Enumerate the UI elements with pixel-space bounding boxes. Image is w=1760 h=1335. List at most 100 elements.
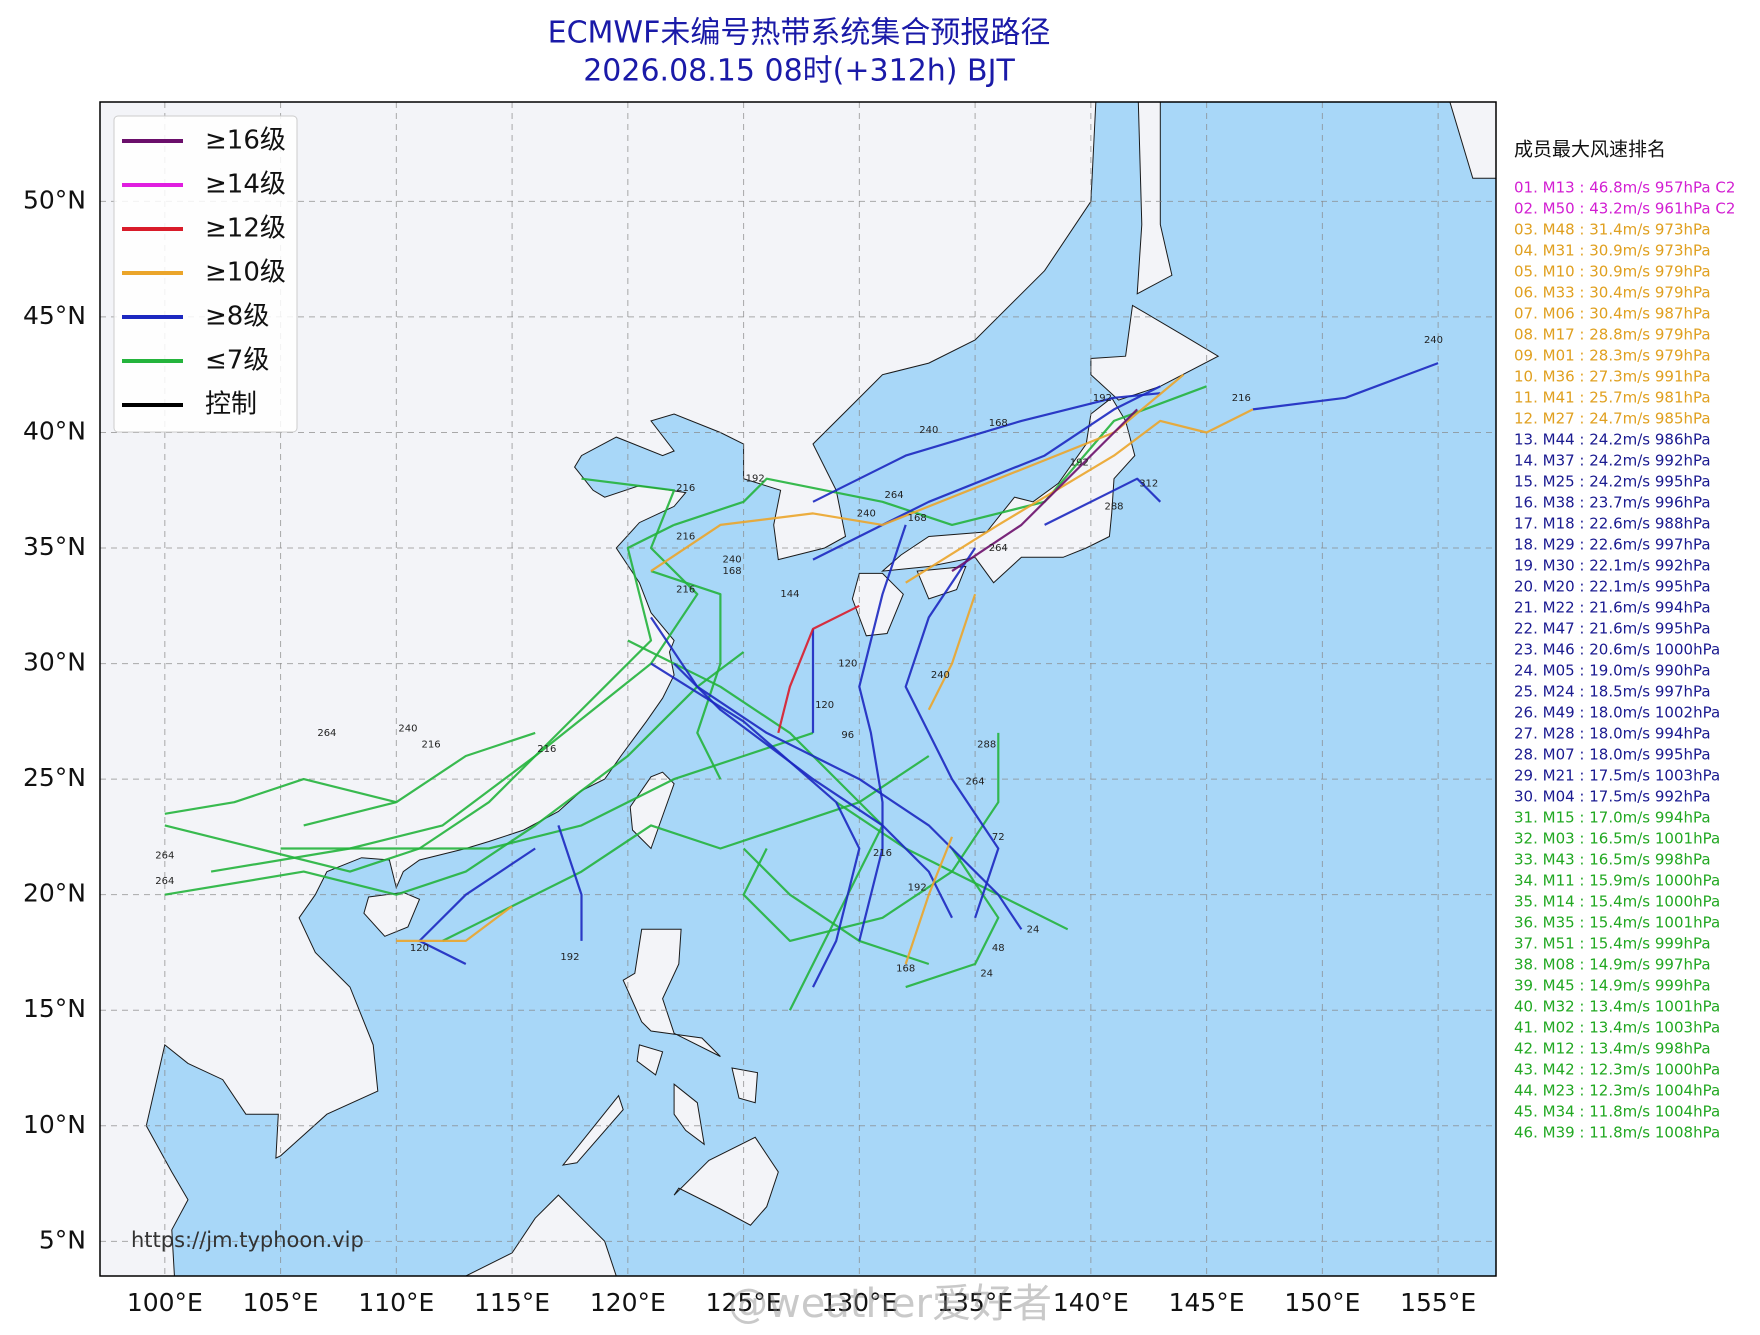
ranking-entry: 01. M13 : 46.8m/s 957hPa C2 — [1514, 179, 1735, 197]
ranking-entry: 45. M34 : 11.8m/s 1004hPa — [1514, 1103, 1720, 1121]
watermark: @weather爱好者 — [728, 1281, 1052, 1327]
grid — [100, 102, 1496, 1276]
time-label: 24 — [1027, 924, 1040, 935]
time-label: 312 — [1139, 478, 1158, 489]
track — [650, 570, 722, 780]
lon-tick-label: 110°E — [358, 1288, 434, 1317]
landmass — [100, 102, 1097, 1276]
time-label: 192 — [908, 883, 927, 894]
time-label: 264 — [885, 490, 904, 501]
lon-tick-label: 115°E — [474, 1288, 550, 1317]
ranking-entry: 02. M50 : 43.2m/s 961hPa C2 — [1514, 200, 1735, 218]
time-label: 216 — [676, 531, 695, 542]
landmass — [673, 1136, 779, 1226]
landmass — [622, 928, 721, 1057]
track — [927, 593, 977, 711]
time-label: 24 — [980, 968, 993, 979]
map-frame — [99, 101, 1497, 1277]
landmass — [636, 1044, 664, 1076]
time-label: 240 — [1424, 335, 1443, 346]
ranking-entry: 24. M05 : 19.0m/s 990hPa — [1514, 662, 1711, 680]
time-label: 264 — [989, 543, 1008, 554]
ranking-entry: 13. M44 : 24.2m/s 986hPa — [1514, 431, 1711, 449]
ranking-entry: 33. M43 : 16.5m/s 998hPa — [1514, 851, 1711, 869]
land — [100, 102, 1496, 1276]
track — [812, 392, 1161, 503]
time-label: 264 — [155, 850, 174, 861]
ranking-entry: 42. M12 : 13.4m/s 998hPa — [1514, 1040, 1711, 1058]
ranking-entry: 40. M32 : 13.4m/s 1001hPa — [1514, 998, 1720, 1016]
ranking-entry: 26. M49 : 18.0m/s 1002hPa — [1514, 704, 1720, 722]
landmass — [673, 1083, 705, 1146]
track — [164, 651, 745, 896]
ranking-entry: 09. M01 : 28.3m/s 979hPa — [1514, 347, 1711, 365]
ranking-entry: 29. M21 : 17.5m/s 1003hPa — [1514, 767, 1720, 785]
track — [164, 777, 397, 815]
lat-tick-label: 40°N — [23, 416, 86, 445]
axis-labels: 100°E 105°E 110°E 115°E 120°E 125°E 130°E 135°E… — [23, 185, 1476, 1317]
legend-label: 控制 — [205, 390, 257, 420]
ranking-entry: 37. M51 : 15.4m/s 999hPa — [1514, 935, 1711, 953]
landmass — [916, 565, 967, 600]
legend-label: ≥14级 — [205, 170, 286, 200]
ranking-entry: 21. M22 : 21.6m/s 994hPa — [1514, 599, 1711, 617]
time-label: 264 — [317, 728, 336, 739]
ranking-entry: 39. M45 : 14.9m/s 999hPa — [1514, 977, 1711, 995]
lon-tick-label: 135°E — [937, 1288, 1013, 1317]
ranking-entry: 35. M14 : 15.4m/s 1000hPa — [1514, 893, 1720, 911]
track — [1252, 362, 1439, 411]
lat-tick-label: 25°N — [23, 763, 86, 792]
ranking-entry: 32. M03 : 16.5m/s 1001hPa — [1514, 830, 1720, 848]
ranking-entry: 43. M42 : 12.3m/s 1000hPa — [1514, 1061, 1720, 1079]
track — [951, 408, 1138, 573]
track — [777, 604, 860, 734]
landmass — [464, 1194, 617, 1276]
time-label: 168 — [989, 418, 1008, 429]
lon-tick-label: 150°E — [1284, 1288, 1360, 1317]
ranking-entry: 05. M10 : 30.9m/s 979hPa — [1514, 263, 1711, 281]
lat-tick-label: 15°N — [23, 994, 86, 1023]
legend-label: ≥8级 — [205, 302, 269, 332]
time-label: 288 — [1104, 501, 1123, 512]
track — [835, 801, 1069, 931]
time-label: 96 — [841, 730, 854, 741]
time-label: 216 — [873, 848, 892, 859]
time-label: 48 — [992, 943, 1005, 954]
lon-tick-label: 155°E — [1400, 1288, 1476, 1317]
source-url: https://jm.typhoon.vip — [131, 1228, 364, 1252]
track — [673, 385, 1207, 527]
time-label: 240 — [722, 555, 741, 566]
ranking-entry: 20. M20 : 22.1m/s 995hPa — [1514, 578, 1711, 596]
ranking-entry: 16. M38 : 23.7m/s 996hPa — [1514, 494, 1711, 512]
track — [858, 524, 907, 942]
time-label: 216 — [422, 739, 441, 750]
ranking-entry: 38. M08 : 14.9m/s 997hPa — [1514, 956, 1711, 974]
track — [396, 905, 513, 943]
time-label: 192 — [746, 474, 765, 485]
ranking-entry: 19. M30 : 22.1m/s 992hPa — [1514, 557, 1711, 575]
lon-tick-label: 125°E — [706, 1288, 782, 1317]
track — [742, 847, 930, 966]
ranking-entry: 14. M37 : 24.2m/s 992hPa — [1514, 452, 1711, 470]
ranking-entry: 07. M06 : 30.4m/s 987hPa — [1514, 305, 1711, 323]
landmass — [1136, 102, 1173, 295]
time-label: 216 — [676, 483, 695, 494]
track — [742, 732, 1000, 943]
ranking-entry: 15. M25 : 24.2m/s 995hPa — [1514, 473, 1711, 491]
landmass — [561, 1094, 624, 1166]
ranking-entry: 27. M28 : 18.0m/s 994hPa — [1514, 725, 1711, 743]
lat-tick-label: 10°N — [23, 1110, 86, 1139]
track — [280, 731, 814, 850]
time-label: 240 — [857, 508, 876, 519]
ranking-entry: 11. M41 : 25.7m/s 981hPa — [1514, 389, 1711, 407]
ranking-entry: 04. M31 : 30.9m/s 973hPa — [1514, 242, 1711, 260]
ranking-entry: 08. M17 : 28.8m/s 979hPa — [1514, 326, 1711, 344]
track — [1044, 477, 1162, 526]
ranking-entry: 06. M33 : 30.4m/s 979hPa — [1514, 284, 1711, 302]
ranking-entry: 46. M39 : 11.8m/s 1008hPa — [1514, 1124, 1720, 1142]
landmass — [363, 891, 421, 937]
lon-tick-label: 130°E — [821, 1288, 897, 1317]
time-label: 240 — [398, 723, 417, 734]
